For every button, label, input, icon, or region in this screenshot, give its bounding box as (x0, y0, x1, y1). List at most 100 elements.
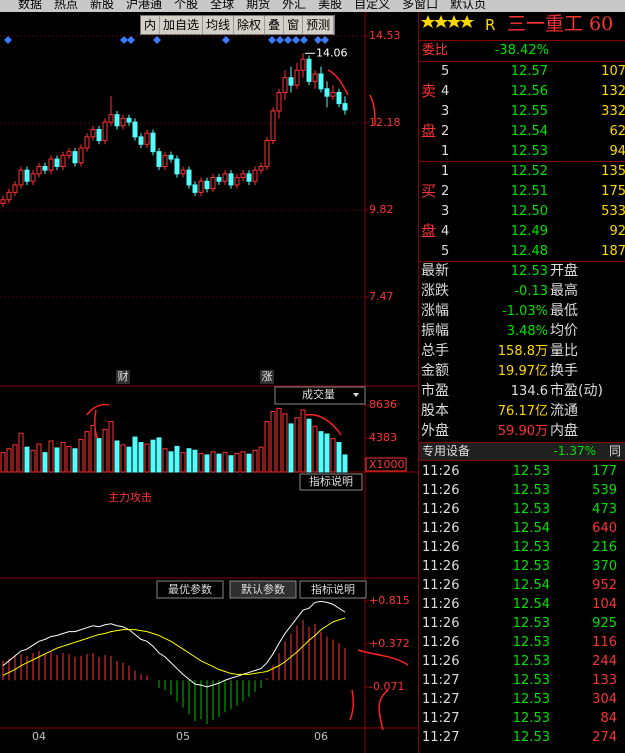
tick-time: 11:26 (422, 635, 460, 650)
y-tick-label: 14.53 (369, 29, 401, 42)
tick-time: 11:27 (422, 673, 460, 688)
unit-box (365, 457, 407, 472)
tick-price: 12.53 (512, 559, 550, 574)
toolbar-button[interactable]: 除权 (234, 16, 266, 34)
volume-bar (96, 438, 102, 473)
volume-bar (120, 444, 126, 473)
param-button[interactable] (156, 580, 224, 599)
price: 12.53 (510, 144, 548, 159)
volume-bar (60, 442, 66, 473)
stat-label: 最低 (550, 303, 578, 319)
y-tick-label: 8636 (369, 398, 397, 411)
sector-change: -1.37% (553, 444, 596, 458)
volume-bar (168, 451, 174, 473)
volume-bar (30, 449, 36, 473)
candle-body (18, 169, 24, 186)
volume-bar (288, 423, 294, 473)
x-tick-label: 06 (314, 730, 328, 743)
volume-bar (336, 442, 342, 473)
menu-item[interactable]: 数据 (18, 0, 43, 11)
menu-item[interactable]: 美股 (318, 0, 343, 11)
stat-value: -0.13 (514, 284, 548, 299)
side-label: 盘 (421, 122, 437, 140)
y-tick-label: 12.18 (369, 116, 401, 129)
stat-label: 总手 (421, 343, 449, 359)
tick-time: 11:26 (422, 616, 460, 631)
event-marker-bg (260, 370, 274, 384)
divider (419, 261, 625, 262)
candle-body (90, 128, 96, 138)
candle-body (120, 117, 126, 127)
candle-body (264, 140, 270, 167)
candle-body (258, 165, 264, 171)
volume-bar (282, 413, 288, 473)
toolbar-button[interactable]: 内 (141, 16, 161, 34)
menu-item[interactable]: 默认页 (450, 0, 487, 11)
side-label: 盘 (421, 222, 437, 240)
toolbar-button[interactable]: 均线 (203, 16, 235, 34)
volume-bar (126, 446, 132, 473)
param-label: 默认参数 (241, 582, 285, 596)
candle-body (240, 173, 246, 179)
price: 12.57 (510, 64, 548, 79)
tick-volume: 216 (592, 540, 617, 555)
volume-bar (186, 448, 192, 473)
param-button[interactable] (229, 580, 297, 599)
menu-item[interactable]: 多窗口 (402, 0, 439, 11)
volume: 94 (609, 144, 625, 159)
volume: 132 (601, 84, 625, 99)
toolbar-button[interactable]: 窗 (284, 16, 304, 34)
menu-item[interactable]: 热点 (54, 0, 79, 11)
x-tick-label: 04 (32, 730, 46, 743)
volume-bar (144, 443, 150, 473)
level: 3 (441, 204, 450, 219)
toolbar-button[interactable]: 预测 (303, 16, 335, 34)
toolbar-button[interactable]: 加自选 (160, 16, 204, 34)
event-marker: 财 (118, 369, 129, 383)
volume-bar (318, 431, 324, 473)
stat-value: 158.8万 (497, 344, 548, 359)
candle-body (288, 77, 294, 86)
stat-value: 12.53 (510, 264, 548, 279)
stat-label: 股本 (421, 403, 449, 419)
stat-label: 流通 (550, 403, 578, 419)
menu-item[interactable]: 沪港通 (126, 0, 163, 11)
candle-body (210, 177, 216, 190)
tick-time: 11:26 (422, 578, 460, 593)
indicator-select[interactable] (274, 386, 366, 405)
tick-volume: 274 (592, 730, 617, 745)
menu-item[interactable]: 自定义 (354, 0, 391, 11)
tick-volume: 104 (592, 597, 617, 612)
candle-body (186, 169, 192, 186)
menu-item[interactable]: 期货 (246, 0, 271, 11)
level: 5 (441, 244, 450, 259)
volume-bar (36, 443, 42, 473)
volume-bar (162, 448, 168, 473)
volume-bar (306, 418, 312, 473)
menu-item[interactable]: 个股 (174, 0, 199, 11)
candle-body (114, 114, 120, 127)
menu-item[interactable]: 全球 (210, 0, 235, 11)
candle-body (36, 165, 42, 175)
menu-item[interactable]: 新股 (90, 0, 115, 11)
candle-body (174, 158, 180, 175)
candle-body (54, 158, 60, 167)
x-tick-label: 05 (176, 730, 190, 743)
volume: 135 (601, 164, 625, 179)
candle-body (306, 58, 312, 82)
divider (419, 442, 625, 443)
volume: 187 (601, 244, 625, 259)
y-tick-label: 9.82 (369, 203, 394, 216)
stat-label: 开盘 (550, 263, 578, 279)
sector-row-bg (419, 443, 625, 460)
tick-price: 12.54 (512, 521, 550, 536)
chart-toolbar: 内加自选 均线 除权叠窗预测 (140, 15, 336, 35)
toolbar-button[interactable]: 叠 (265, 16, 285, 34)
candle-body (324, 88, 330, 97)
menu-item[interactable]: 外汇 (282, 0, 307, 11)
note-button[interactable] (299, 473, 363, 491)
candle-body (252, 169, 258, 182)
param-button[interactable] (299, 580, 367, 599)
volume-bar (6, 448, 12, 473)
event-marker: 涨 (262, 370, 273, 383)
